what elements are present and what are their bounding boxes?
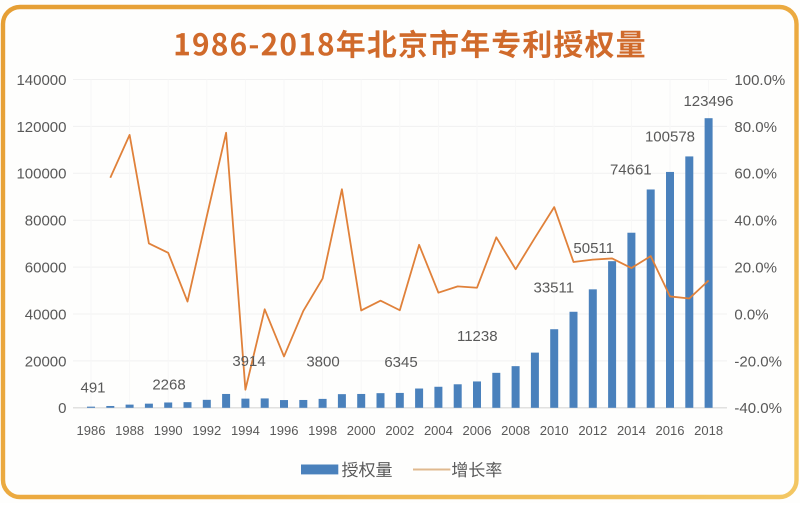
svg-text:2010: 2010 [540,423,569,438]
svg-text:2268: 2268 [152,376,185,393]
svg-text:1992: 1992 [192,423,221,438]
svg-text:123496: 123496 [683,93,733,110]
svg-text:74661: 74661 [610,162,652,179]
svg-text:3914: 3914 [232,353,265,370]
svg-text:60.0%: 60.0% [734,166,777,183]
svg-text:2002: 2002 [385,423,414,438]
svg-text:40.0%: 40.0% [734,213,777,230]
svg-text:2000: 2000 [347,423,376,438]
svg-text:80.0%: 80.0% [734,119,777,136]
svg-text:2008: 2008 [501,423,530,438]
svg-text:1996: 1996 [270,423,299,438]
svg-text:0.0%: 0.0% [734,306,768,323]
svg-text:60000: 60000 [25,260,67,277]
svg-text:40000: 40000 [25,306,67,323]
svg-text:1994: 1994 [231,423,260,438]
svg-text:33511: 33511 [533,279,574,296]
svg-text:100000: 100000 [16,166,66,183]
svg-text:-40.0%: -40.0% [734,400,782,417]
svg-text:6345: 6345 [384,354,417,371]
svg-text:100578: 100578 [645,128,695,145]
svg-text:1988: 1988 [115,423,144,438]
svg-text:2018: 2018 [694,423,723,438]
svg-text:2012: 2012 [578,423,607,438]
svg-text:1990: 1990 [154,423,183,438]
svg-text:80000: 80000 [25,213,67,230]
svg-text:491: 491 [80,379,105,396]
svg-text:120000: 120000 [16,119,66,136]
svg-text:11238: 11238 [457,328,498,345]
svg-text:1998: 1998 [308,423,337,438]
svg-text:1986: 1986 [77,423,106,438]
svg-text:20.0%: 20.0% [734,260,777,277]
svg-text:2004: 2004 [424,423,453,438]
svg-text:2016: 2016 [656,423,685,438]
svg-text:-20.0%: -20.0% [734,353,782,370]
svg-text:2014: 2014 [617,423,646,438]
svg-text:140000: 140000 [16,72,66,89]
svg-text:2006: 2006 [463,423,492,438]
svg-text:0: 0 [58,400,66,417]
svg-text:20000: 20000 [25,353,67,370]
svg-text:3800: 3800 [306,353,339,370]
svg-text:100.0%: 100.0% [734,72,785,89]
svg-text:50511: 50511 [573,240,614,257]
